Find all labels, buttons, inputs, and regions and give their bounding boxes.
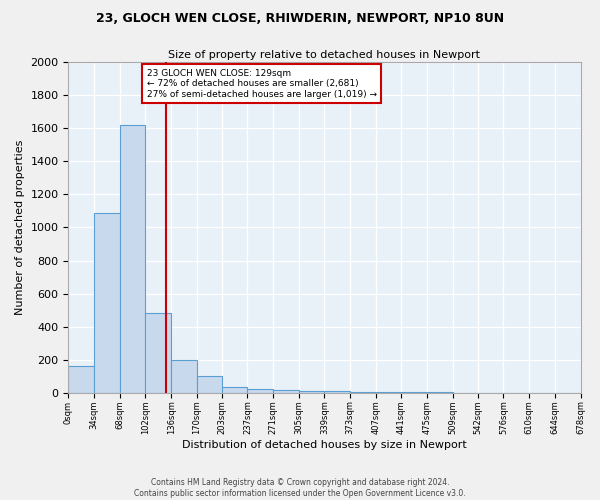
Bar <box>197 376 222 393</box>
Bar <box>273 390 299 393</box>
Bar <box>171 360 197 393</box>
Bar <box>68 366 94 393</box>
Text: 23, GLOCH WEN CLOSE, RHIWDERIN, NEWPORT, NP10 8UN: 23, GLOCH WEN CLOSE, RHIWDERIN, NEWPORT,… <box>96 12 504 26</box>
Text: Contains HM Land Registry data © Crown copyright and database right 2024.
Contai: Contains HM Land Registry data © Crown c… <box>134 478 466 498</box>
Bar <box>94 214 120 393</box>
Bar <box>325 392 350 393</box>
Bar <box>145 314 171 393</box>
X-axis label: Distribution of detached houses by size in Newport: Distribution of detached houses by size … <box>182 440 467 450</box>
Bar <box>222 386 247 393</box>
Bar <box>120 125 145 393</box>
Bar <box>299 391 325 393</box>
Bar <box>247 388 273 393</box>
Bar <box>350 392 376 393</box>
Text: 23 GLOCH WEN CLOSE: 129sqm
← 72% of detached houses are smaller (2,681)
27% of s: 23 GLOCH WEN CLOSE: 129sqm ← 72% of deta… <box>147 69 377 98</box>
Title: Size of property relative to detached houses in Newport: Size of property relative to detached ho… <box>169 50 481 60</box>
Y-axis label: Number of detached properties: Number of detached properties <box>15 140 25 315</box>
